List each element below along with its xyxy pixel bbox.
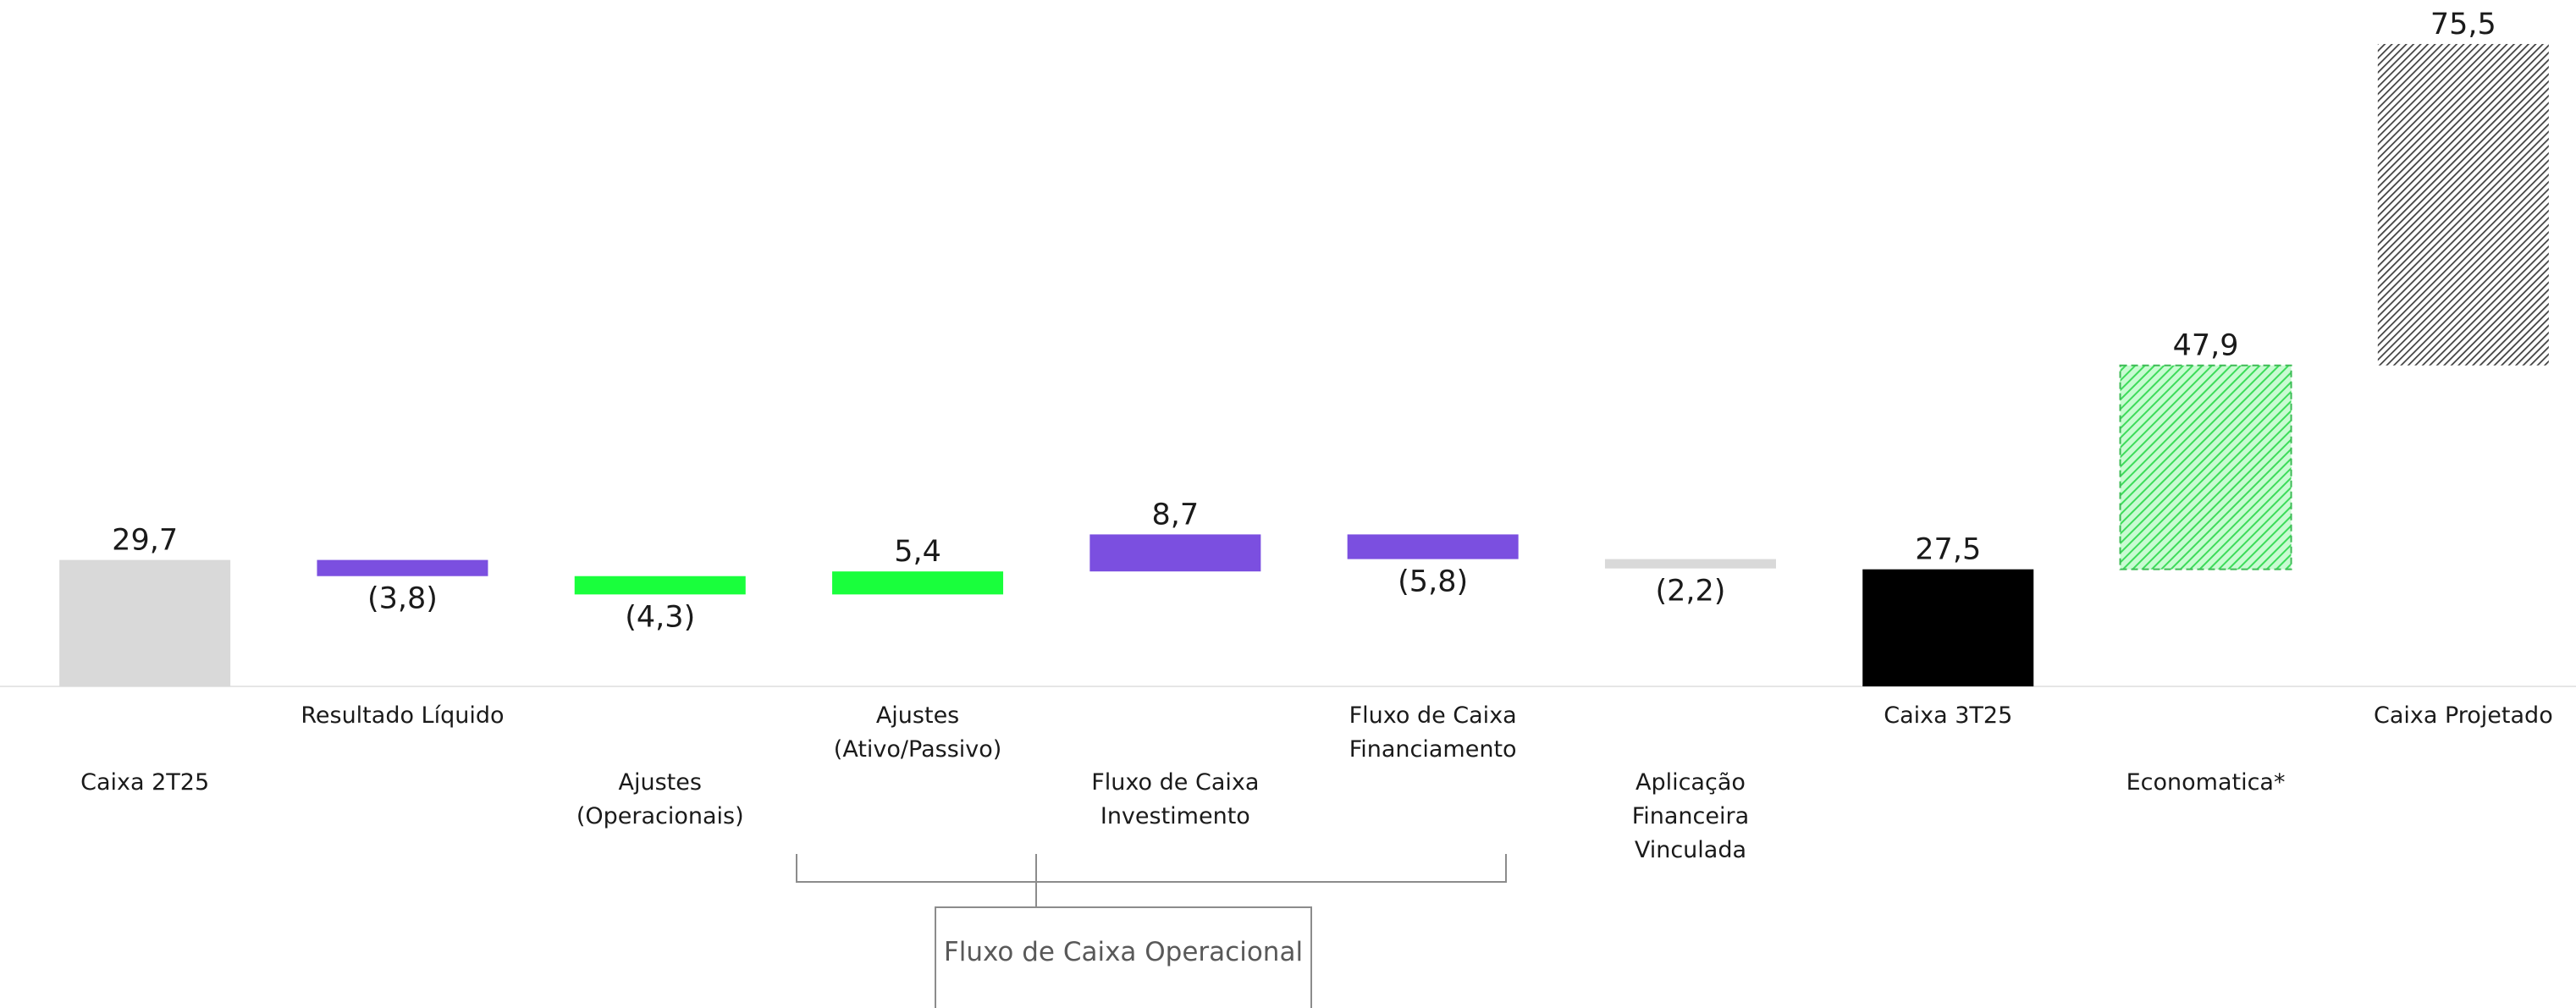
- bar: [574, 576, 746, 595]
- bar: [2119, 364, 2292, 570]
- category-label: Caixa Projetado: [2373, 702, 2553, 729]
- bar: [1347, 534, 1519, 559]
- category-label: Ajustes (Operacionais): [576, 769, 744, 829]
- value-label: (5,8): [1398, 565, 1468, 599]
- bar: [832, 571, 1004, 595]
- bar: [1089, 534, 1261, 572]
- value-label: 27,5: [1915, 533, 1981, 567]
- value-label: (3,8): [367, 582, 438, 616]
- annotation: Fluxo de Caixa Operacional: [935, 906, 1312, 1008]
- bar: [317, 559, 488, 576]
- category-label: Fluxo de Caixa Investimento: [1091, 769, 1260, 829]
- bar: [1862, 569, 2034, 686]
- category-label: Economatica*: [2126, 769, 2286, 796]
- value-label: 75,5: [2430, 8, 2496, 41]
- bracket: [796, 854, 1507, 906]
- category-label: Caixa 3T25: [1884, 702, 2013, 729]
- category-label: Aplicação Financeira Vinculada: [1631, 769, 1750, 863]
- category-label: Ajustes (Ativo/Passivo): [833, 702, 1002, 763]
- value-label: 8,7: [1152, 498, 1200, 532]
- bar: [2377, 43, 2549, 366]
- bar: [1604, 559, 1776, 569]
- value-label: 47,9: [2173, 329, 2239, 363]
- category-label: Caixa 2T25: [80, 769, 210, 796]
- value-label: (4,3): [625, 600, 695, 634]
- value-label: 5,4: [894, 535, 941, 569]
- category-label: Resultado Líquido: [301, 702, 505, 729]
- value-label: (2,2): [1655, 575, 1725, 609]
- value-label: 29,7: [112, 524, 178, 558]
- category-label: Fluxo de Caixa Financiamento: [1349, 702, 1517, 763]
- bar: [59, 559, 231, 686]
